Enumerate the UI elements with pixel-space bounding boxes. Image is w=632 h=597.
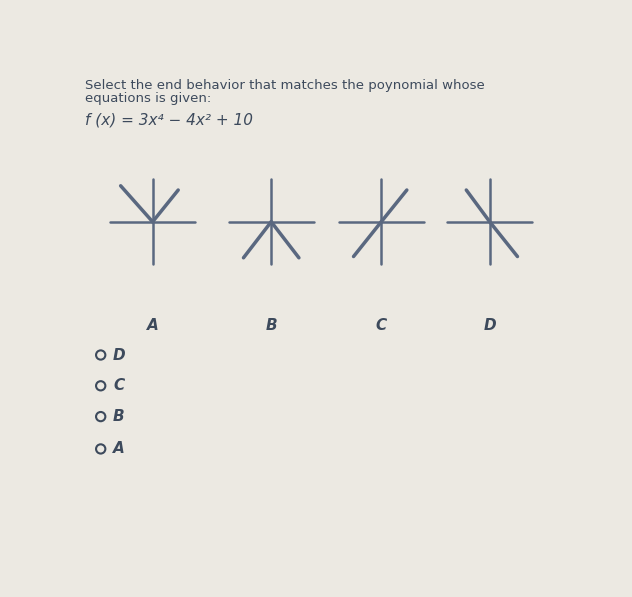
Text: B: B	[113, 409, 125, 424]
Text: A: A	[113, 441, 125, 457]
Text: C: C	[375, 318, 387, 333]
Text: D: D	[483, 318, 496, 333]
Text: f (x) = 3x⁴ − 4x² + 10: f (x) = 3x⁴ − 4x² + 10	[85, 112, 253, 127]
Text: C: C	[113, 378, 125, 393]
Text: equations is given:: equations is given:	[85, 93, 212, 106]
Text: B: B	[265, 318, 277, 333]
Text: A: A	[147, 318, 159, 333]
Text: Select the end behavior that matches the poynomial whose: Select the end behavior that matches the…	[85, 79, 485, 93]
Text: D: D	[113, 347, 126, 362]
